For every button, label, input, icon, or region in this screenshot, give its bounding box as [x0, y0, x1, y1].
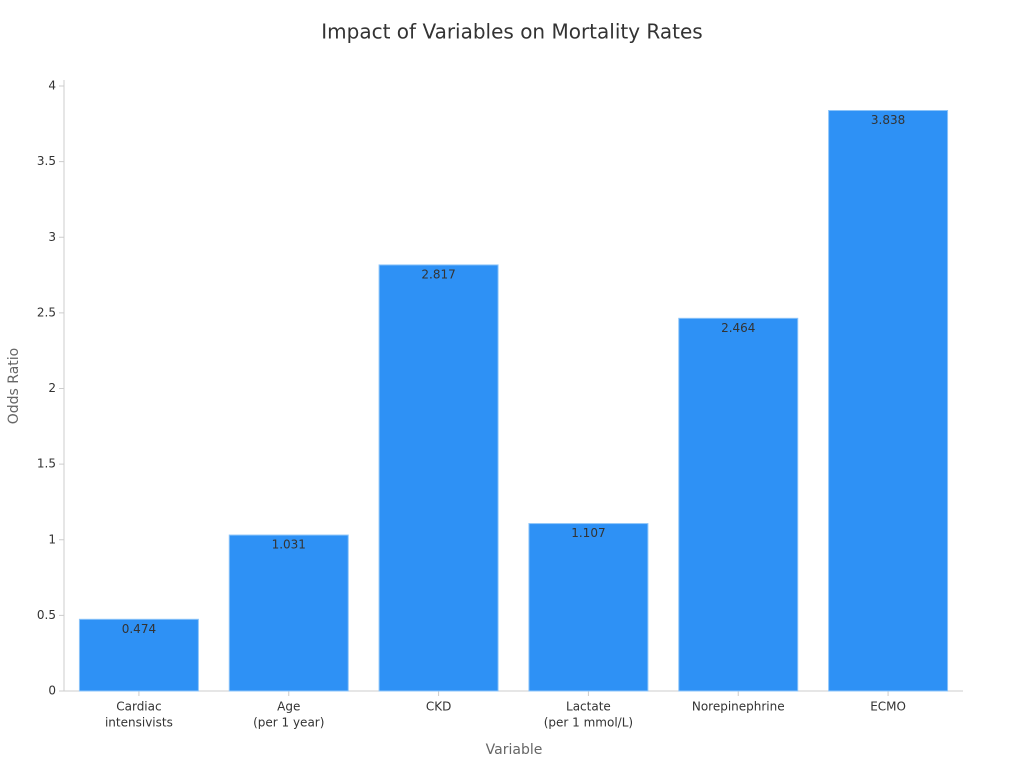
x-tick-label: ECMO — [870, 700, 906, 714]
x-tick-label: (per 1 mmol/L) — [544, 716, 633, 730]
y-tick-label: 0 — [48, 684, 56, 698]
bar — [78, 618, 199, 692]
value-label: 0.474 — [122, 622, 156, 636]
y-axis-title: Odds Ratio — [6, 348, 22, 424]
x-tick-label: intensivists — [105, 716, 173, 730]
y-tick-label: 3.5 — [37, 154, 56, 168]
y-tick-label: 1.5 — [37, 457, 56, 471]
y-tick-label: 3 — [48, 230, 56, 244]
x-tick-label: Age — [277, 700, 300, 714]
bar — [528, 523, 649, 692]
y-tick-label: 1 — [48, 532, 56, 546]
bar — [678, 317, 799, 692]
x-tick-label: Norepinephrine — [692, 700, 785, 714]
x-tick-label: CKD — [426, 700, 452, 714]
value-label: 3.838 — [871, 113, 905, 127]
y-tick-label: 2.5 — [37, 305, 56, 319]
x-tick-label: (per 1 year) — [253, 716, 324, 730]
bar — [228, 534, 349, 692]
x-tick-label: Cardiac — [116, 700, 161, 714]
bar — [828, 110, 949, 692]
y-tick-label: 0.5 — [37, 608, 56, 622]
value-label: 1.031 — [272, 538, 306, 552]
y-tick-label: 2 — [48, 381, 56, 395]
value-label: 2.464 — [721, 321, 755, 335]
value-label: 1.107 — [571, 526, 605, 540]
bar — [378, 264, 499, 692]
value-label: 2.817 — [421, 267, 455, 281]
x-axis-title: Variable — [486, 742, 543, 758]
chart-title: Impact of Variables on Mortality Rates — [321, 20, 702, 44]
y-tick-label: 4 — [48, 79, 56, 93]
x-tick-label: Lactate — [566, 700, 611, 714]
